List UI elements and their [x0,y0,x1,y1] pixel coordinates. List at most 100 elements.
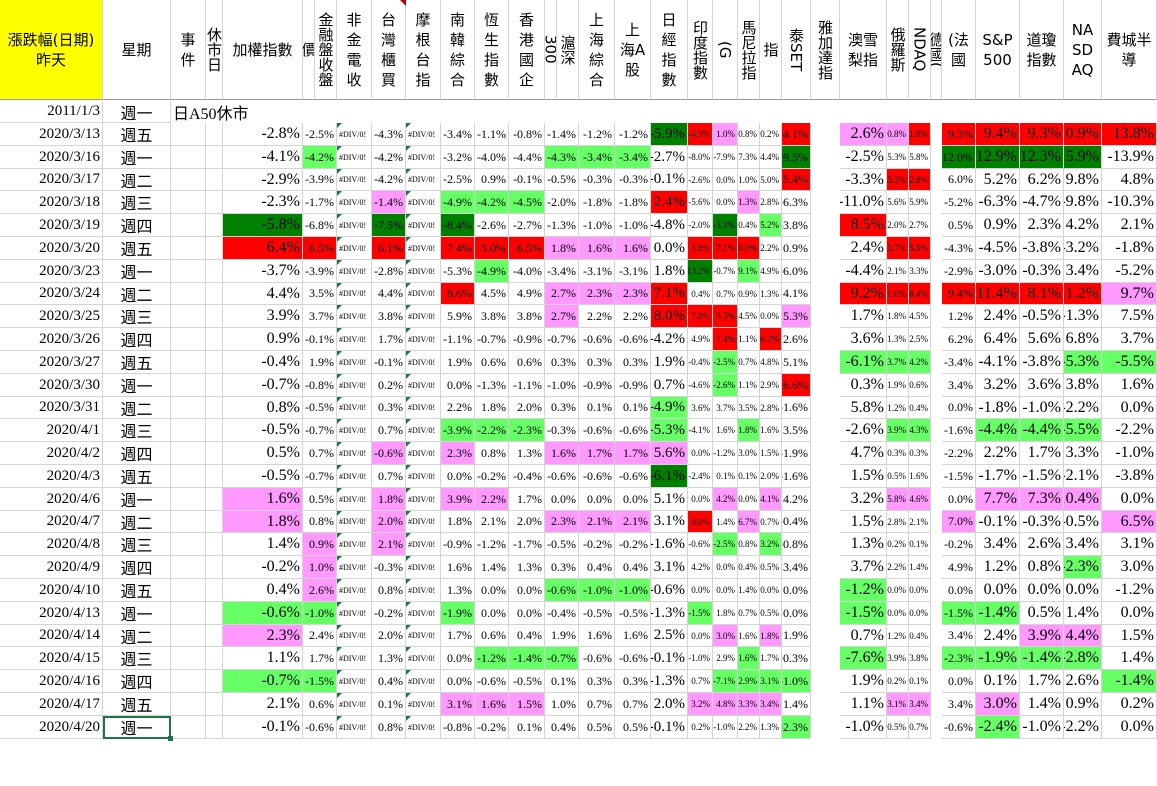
value-cell[interactable]: 4.2% [1064,214,1102,237]
value-cell[interactable]: 0.0% [1064,579,1102,602]
value-cell[interactable]: #DIV/0! [406,214,441,237]
value-cell[interactable]: -3.9% [441,419,475,442]
value-cell[interactable]: 0.0% [1102,716,1157,739]
value-cell[interactable]: -12.9% [976,146,1020,169]
value-cell[interactable]: #DIV/0! [406,419,441,442]
value-cell[interactable]: 4.9% [942,556,976,579]
value-cell[interactable]: 0.0% [1020,579,1064,602]
value-cell[interactable]: -0.2% [942,533,976,556]
holiday-cell[interactable] [206,419,223,442]
value-cell[interactable]: #DIV/0! [337,146,372,169]
value-cell[interactable]: 5.3% [713,305,738,328]
value-cell[interactable]: -11.0% [840,191,887,214]
holiday-cell[interactable] [206,556,223,579]
column-header[interactable]: S&P500 [976,0,1020,100]
value-cell[interactable]: -3.8% [909,647,931,670]
event-cell[interactable] [171,511,206,533]
value-cell[interactable]: 1.8% [713,602,738,625]
value-cell[interactable]: 1.6% [615,625,651,647]
value-cell[interactable]: -1.2% [713,442,738,465]
value-cell[interactable]: -0.5% [223,465,303,488]
value-cell[interactable]: -1.7% [509,533,545,556]
value-cell[interactable]: -0.2% [887,533,909,556]
value-cell[interactable]: -4.1% [688,419,713,442]
value-cell[interactable]: -0.5% [545,533,579,556]
value-cell[interactable]: 0.0% [782,602,811,625]
weekday-cell[interactable]: 週四 [103,556,171,579]
value-cell[interactable]: -0.8% [782,533,811,556]
value-cell[interactable]: -4.2% [909,351,931,374]
value-cell[interactable]: -0.1% [651,169,688,191]
value-cell[interactable]: #DIV/0! [337,625,372,647]
column-header[interactable]: 休市日 [206,0,223,100]
value-cell[interactable]: 0.1% [579,397,615,419]
value-cell[interactable]: -2.8% [372,260,406,283]
value-cell[interactable]: 0.4% [579,556,615,579]
value-cell[interactable]: 0.0% [942,397,976,419]
value-cell[interactable]: -0.3% [1020,260,1064,283]
column-header[interactable]: NASDAQ [1064,0,1102,100]
column-header[interactable]: 泰SET [782,0,811,100]
value-cell[interactable]: 3.8% [509,305,545,328]
value-cell[interactable]: -2.2% [475,419,509,442]
value-cell[interactable]: -4.2% [372,146,406,169]
column-header[interactable]: 滬深 [557,0,579,100]
value-cell[interactable]: 3.7% [713,397,738,419]
value-cell[interactable]: 0.4% [545,716,579,739]
value-cell[interactable]: 0.5% [615,716,651,739]
value-cell[interactable]: #DIV/0! [337,442,372,465]
value-cell[interactable]: -0.7% [223,670,303,693]
value-cell[interactable]: 0.7% [840,625,887,647]
value-cell[interactable]: -1.0% [579,214,615,237]
column-header[interactable]: (法國 [942,0,976,100]
value-cell[interactable]: 2.3% [579,283,615,305]
value-cell[interactable]: -1.3% [651,670,688,693]
event-cell[interactable] [171,556,206,579]
date-cell[interactable]: 2020/3/17 [0,169,103,191]
value-cell[interactable]: 1.9% [545,625,579,647]
value-cell[interactable]: -3.7% [887,351,909,374]
value-cell[interactable]: -1.9% [782,442,811,465]
weekday-cell[interactable]: 週五 [103,693,171,716]
value-cell[interactable]: -5.5% [1102,351,1157,374]
value-cell[interactable]: 1.7% [441,625,475,647]
value-cell[interactable]: -0.6% [579,465,615,488]
value-cell[interactable]: -0.1% [976,511,1020,533]
value-cell[interactable]: 1.4% [1020,693,1064,716]
value-cell[interactable]: -0.6% [615,328,651,351]
value-cell[interactable]: 0.0% [713,556,738,579]
value-cell[interactable]: -5.2% [942,191,976,214]
event-cell[interactable] [171,670,206,693]
value-cell[interactable]: 0.1% [909,533,931,556]
value-cell[interactable]: #DIV/0! [337,374,372,397]
holiday-cell[interactable] [206,693,223,716]
value-cell[interactable]: 1.5% [1102,625,1157,647]
value-cell[interactable]: #DIV/0! [337,670,372,693]
value-cell[interactable]: 0.5% [887,716,909,739]
value-cell[interactable]: 6.7% [738,511,760,533]
column-header[interactable]: 日經指數 [651,0,688,100]
value-cell[interactable]: 0.7% [372,465,406,488]
value-cell[interactable]: 1.3% [372,647,406,670]
value-cell[interactable]: 7.4% [713,328,738,351]
value-cell[interactable]: -0.8% [509,123,545,146]
value-cell[interactable]: -1.5% [688,602,713,625]
date-cell[interactable]: 2020/3/24 [0,283,103,305]
value-cell[interactable]: -3.9% [303,260,337,283]
holiday-cell[interactable] [206,351,223,374]
value-cell[interactable]: 8.6% [441,283,475,305]
value-cell[interactable]: 0.8% [475,442,509,465]
weekday-cell[interactable]: 週五 [103,123,171,146]
holiday-cell[interactable] [206,237,223,260]
value-cell[interactable]: 9.4% [976,123,1020,146]
value-cell[interactable]: 2.1% [475,511,509,533]
holiday-cell[interactable] [206,283,223,305]
value-cell[interactable]: 11.4% [976,283,1020,305]
value-cell[interactable]: 0.2% [372,374,406,397]
value-cell[interactable]: -0.4% [738,214,760,237]
event-cell[interactable] [171,374,206,397]
value-cell[interactable]: 6.1% [372,237,406,260]
value-cell[interactable]: 6.0% [942,169,976,191]
value-cell[interactable]: -4.9% [441,191,475,214]
value-cell[interactable]: 0.5% [760,556,782,579]
